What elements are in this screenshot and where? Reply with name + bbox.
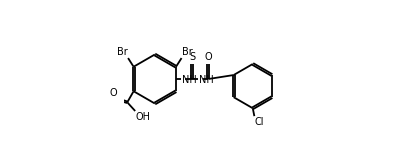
Text: Br: Br xyxy=(181,47,192,57)
Text: NH: NH xyxy=(198,75,213,85)
Text: Cl: Cl xyxy=(254,117,264,127)
Text: O: O xyxy=(204,52,212,62)
Text: OH: OH xyxy=(135,112,150,122)
Text: S: S xyxy=(189,52,195,62)
Text: Br: Br xyxy=(117,47,127,57)
Text: O: O xyxy=(109,88,117,97)
Text: NH: NH xyxy=(181,75,196,85)
